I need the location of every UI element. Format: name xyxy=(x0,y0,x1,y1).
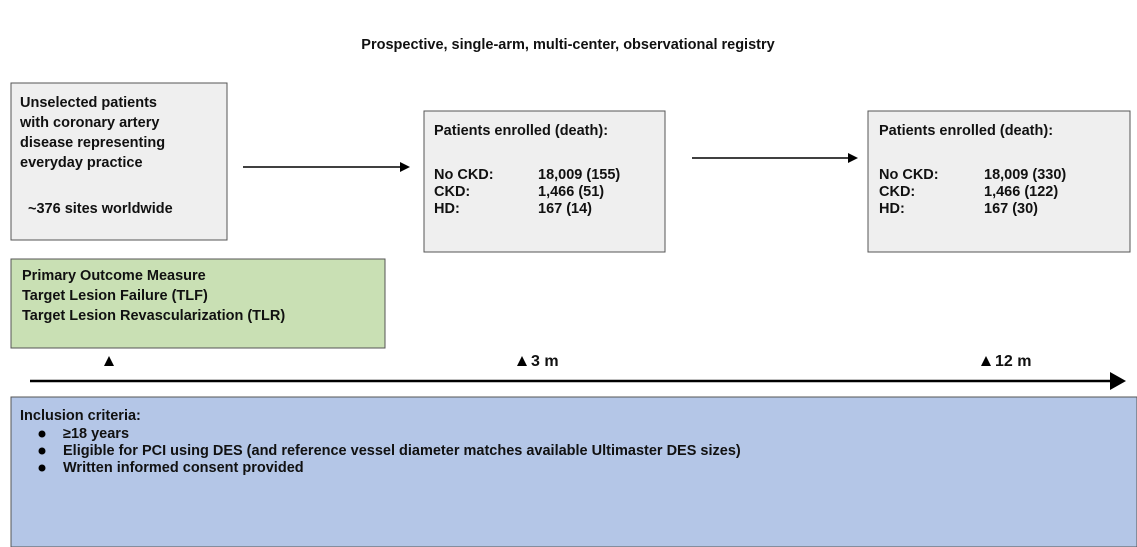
title: Prospective, single-arm, multi-center, o… xyxy=(361,37,774,53)
outcome-box xyxy=(10,258,386,349)
inclusion-item: Eligible for PCI using DES (and referenc… xyxy=(63,443,741,459)
time-marker xyxy=(981,356,991,366)
group-count: 167 (14) xyxy=(538,201,592,217)
inclusion-item: Written informed consent provided xyxy=(63,460,304,476)
outcome-line: Primary Outcome Measure xyxy=(22,268,206,284)
group-label: HD: xyxy=(434,201,460,217)
population-line: Unselected patients xyxy=(20,95,157,111)
group-count: 18,009 (330) xyxy=(984,167,1066,183)
group-label: CKD: xyxy=(434,184,470,200)
group-label: HD: xyxy=(879,201,905,217)
followup-heading: Patients enrolled (death): xyxy=(434,123,608,139)
bullet xyxy=(38,430,46,438)
population-line: everyday practice xyxy=(20,155,143,171)
followup-box xyxy=(867,110,1131,253)
inclusion-box xyxy=(10,396,1137,547)
time-label: 12 m xyxy=(995,353,1031,370)
group-label: No CKD: xyxy=(879,167,939,183)
group-label: CKD: xyxy=(879,184,915,200)
time-marker xyxy=(517,356,527,366)
outcome-line: Target Lesion Revascularization (TLR) xyxy=(22,308,285,324)
population-sites: ~376 sites worldwide xyxy=(28,201,173,217)
population-line: disease representing xyxy=(20,135,165,151)
bullet xyxy=(38,464,46,472)
time-label: 3 m xyxy=(531,353,559,370)
group-count: 1,466 (122) xyxy=(984,184,1058,200)
population-box xyxy=(10,82,228,241)
time-marker xyxy=(104,356,114,366)
followup-heading: Patients enrolled (death): xyxy=(879,123,1053,139)
arrow-head xyxy=(848,153,858,163)
group-count: 18,009 (155) xyxy=(538,167,620,183)
group-count: 167 (30) xyxy=(984,201,1038,217)
outcome-line: Target Lesion Failure (TLF) xyxy=(22,288,208,304)
bullet xyxy=(38,447,46,455)
timeline-head xyxy=(1110,372,1126,390)
inclusion-item: ≥18 years xyxy=(63,426,129,442)
group-count: 1,466 (51) xyxy=(538,184,604,200)
inclusion-heading: Inclusion criteria: xyxy=(20,408,141,424)
group-label: No CKD: xyxy=(434,167,494,183)
population-line: with coronary artery xyxy=(19,115,159,131)
followup-box xyxy=(423,110,666,253)
arrow-head xyxy=(400,162,410,172)
